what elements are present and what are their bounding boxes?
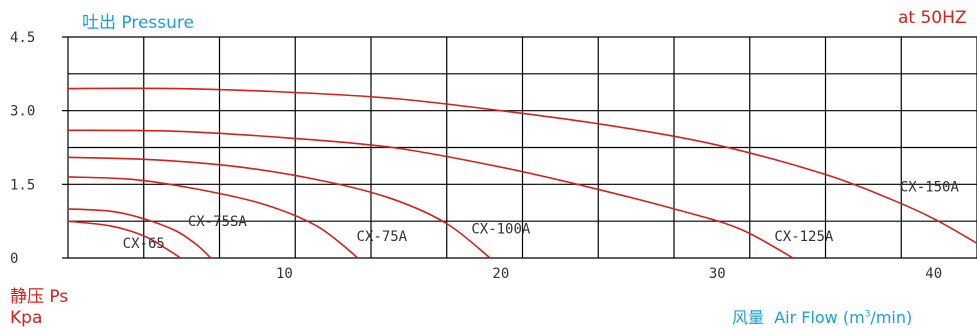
curve-cx-150a bbox=[67, 87, 977, 244]
frequency-annotation: at 50HZ bbox=[898, 8, 967, 28]
series-label: CX-65 bbox=[123, 236, 165, 252]
x-tick-label: 30 bbox=[709, 266, 726, 282]
series-label: CX-100A bbox=[471, 221, 531, 237]
curve-cx-125a bbox=[67, 129, 794, 259]
series-label: CX-125A bbox=[774, 229, 834, 245]
curve-cx-65 bbox=[67, 220, 181, 259]
x-axis-title-text: Air Flow (m bbox=[774, 308, 865, 327]
y-tick-label: 0 bbox=[10, 251, 18, 267]
series-label: CX-75SA bbox=[188, 214, 248, 230]
x-tick-label: 20 bbox=[492, 266, 509, 282]
series-label: CX-75A bbox=[357, 229, 408, 245]
y-tick-label: 3.0 bbox=[10, 104, 35, 120]
series-labels: CX-65 CX-75SA CX-75A CX-100A CX-125A CX-150A bbox=[123, 180, 960, 252]
x-tick-label: 40 bbox=[925, 266, 942, 282]
grid bbox=[67, 36, 977, 259]
curve-cx-75sa bbox=[67, 208, 212, 259]
y-axis-unit-label: 静压 Ps bbox=[10, 287, 69, 307]
x-tick-label: 10 bbox=[276, 266, 293, 282]
axis-ticks: 0 1.5 3.0 4.5 10 20 30 40 bbox=[10, 30, 942, 282]
y-axis-unit-kpa: Kpa bbox=[10, 308, 43, 328]
x-axis-title-suffix: /min) bbox=[870, 308, 913, 327]
series-label: CX-150A bbox=[900, 180, 960, 196]
y-axis-title: 吐出 Pressure bbox=[82, 13, 194, 33]
x-axis-title-cn: 风量 bbox=[732, 308, 765, 327]
y-tick-label: 1.5 bbox=[10, 177, 35, 193]
curves bbox=[67, 87, 977, 259]
curve-cx-75a bbox=[67, 176, 359, 259]
curve-cx-100a bbox=[67, 156, 491, 259]
y-tick-label: 4.5 bbox=[10, 30, 35, 46]
x-axis-title-sup: 3 bbox=[864, 309, 871, 320]
x-axis-title: 风量 Air Flow (m3/min) bbox=[732, 304, 912, 328]
